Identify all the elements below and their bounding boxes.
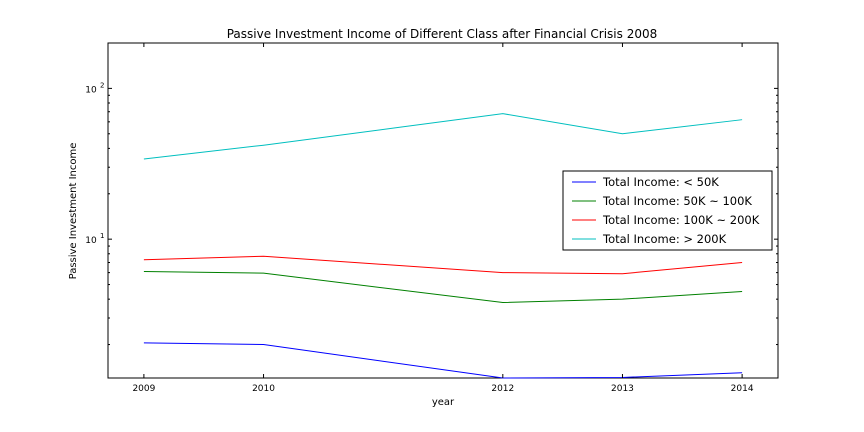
x-tick-label: 2010	[252, 384, 275, 394]
y-tick-base: 10	[85, 85, 97, 95]
x-axis-label: year	[432, 397, 455, 408]
legend-label-2: Total Income: 50K ~ 100K	[602, 194, 752, 208]
series-line-2	[143, 271, 743, 304]
y-tick-label: 10 1	[85, 232, 104, 246]
legend-box	[562, 170, 773, 251]
legend: Total Income: < 50K Total Income: 50K ~ 1…	[562, 170, 773, 251]
y-tick-exponent: 1	[100, 232, 104, 240]
legend-label-1: Total Income: < 50K	[602, 175, 719, 189]
x-axis-ticks: 2009 2010 2012 2013 2014	[132, 43, 754, 394]
legend-items: Total Income: < 50K Total Income: 50K ~ 1…	[572, 175, 760, 246]
chart-title: Passive Investment Income of Different C…	[227, 27, 658, 41]
x-tick-label: 2013	[611, 384, 634, 394]
x-tick-label: 2012	[491, 384, 514, 394]
y-tick-base: 10	[85, 236, 97, 246]
y-tick-label: 10 2	[85, 81, 104, 95]
x-tick-label: 2009	[132, 384, 155, 394]
series-line-3	[143, 255, 743, 275]
y-tick-exponent: 2	[100, 81, 104, 89]
x-tick-label: 2014	[731, 384, 754, 394]
series-line-4	[143, 113, 743, 160]
legend-label-3: Total Income: 100K ~ 200K	[602, 213, 760, 227]
y-axis-label: Passive Investment Income	[68, 143, 79, 280]
legend-label-4: Total Income: > 200K	[602, 232, 727, 246]
